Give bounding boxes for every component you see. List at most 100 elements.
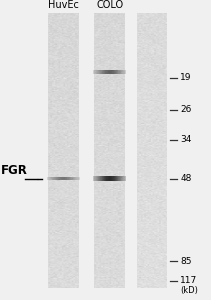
Bar [120, 176, 121, 181]
Bar [75, 177, 76, 180]
Text: 117: 117 [180, 276, 198, 285]
Text: 26: 26 [180, 105, 192, 114]
Bar [119, 176, 120, 181]
Text: 48: 48 [180, 174, 192, 183]
Bar [111, 70, 112, 74]
Bar [116, 70, 117, 74]
Bar [95, 176, 96, 181]
Bar [66, 177, 67, 180]
Bar [102, 70, 103, 74]
Bar [102, 176, 103, 181]
Bar [57, 177, 58, 180]
Bar [117, 70, 118, 74]
Bar [95, 70, 96, 74]
Bar [94, 70, 95, 74]
Bar [53, 177, 54, 180]
Bar [122, 70, 123, 74]
Bar [76, 177, 77, 180]
Bar [93, 70, 94, 74]
Bar [77, 177, 78, 180]
Bar [106, 70, 107, 74]
Bar [60, 177, 61, 180]
Bar [98, 70, 99, 74]
Bar [99, 70, 100, 74]
Bar [97, 70, 98, 74]
Bar [119, 70, 120, 74]
Bar [104, 176, 105, 181]
Bar [63, 177, 64, 180]
Text: FGR: FGR [1, 164, 28, 177]
Bar [114, 176, 115, 181]
Bar [51, 177, 52, 180]
Bar [109, 70, 110, 74]
Bar [65, 177, 66, 180]
Bar [52, 177, 53, 180]
Bar [58, 177, 59, 180]
Bar [62, 177, 63, 180]
Bar [100, 70, 101, 74]
Bar [49, 177, 50, 180]
Bar [110, 70, 111, 74]
Bar [108, 70, 109, 74]
Bar [47, 177, 48, 180]
Bar [59, 177, 60, 180]
Bar [121, 176, 122, 181]
Bar [117, 176, 118, 181]
Bar [103, 70, 104, 74]
Bar [123, 176, 124, 181]
Bar [106, 70, 107, 74]
Text: (kD): (kD) [180, 286, 198, 296]
Bar [112, 176, 113, 181]
Bar [105, 70, 106, 74]
Bar [67, 177, 68, 180]
Bar [115, 176, 116, 181]
Bar [107, 176, 108, 181]
Bar [106, 176, 107, 181]
Bar [109, 176, 110, 181]
Bar [96, 176, 97, 181]
Text: 19: 19 [180, 74, 192, 82]
Bar [101, 70, 102, 74]
Bar [113, 70, 114, 74]
Bar [111, 176, 112, 181]
Bar [94, 176, 95, 181]
Bar [106, 176, 107, 181]
Bar [96, 70, 97, 74]
Bar [97, 176, 98, 181]
Bar [100, 176, 101, 181]
Bar [123, 70, 124, 74]
Bar [56, 177, 57, 180]
Bar [68, 177, 69, 180]
Bar [110, 176, 111, 181]
Bar [64, 177, 65, 180]
Bar [113, 176, 114, 181]
Bar [70, 177, 71, 180]
Bar [115, 70, 116, 74]
Bar [108, 176, 109, 181]
Bar [73, 177, 74, 180]
Bar [125, 70, 126, 74]
Bar [121, 70, 122, 74]
Bar [118, 176, 119, 181]
Bar [99, 176, 100, 181]
Bar [124, 70, 125, 74]
Bar [125, 176, 126, 181]
Bar [48, 177, 49, 180]
Bar [112, 70, 113, 74]
Bar [118, 70, 119, 74]
Bar [122, 176, 123, 181]
Bar [61, 177, 62, 180]
Bar [50, 177, 51, 180]
Bar [120, 70, 121, 74]
Bar [98, 176, 99, 181]
Bar [104, 70, 105, 74]
Bar [78, 177, 79, 180]
Text: 85: 85 [180, 256, 192, 266]
Bar [55, 177, 56, 180]
Bar [93, 176, 94, 181]
Bar [72, 177, 73, 180]
Text: COLO: COLO [96, 1, 123, 10]
Bar [74, 177, 75, 180]
Bar [114, 70, 115, 74]
Bar [54, 177, 55, 180]
